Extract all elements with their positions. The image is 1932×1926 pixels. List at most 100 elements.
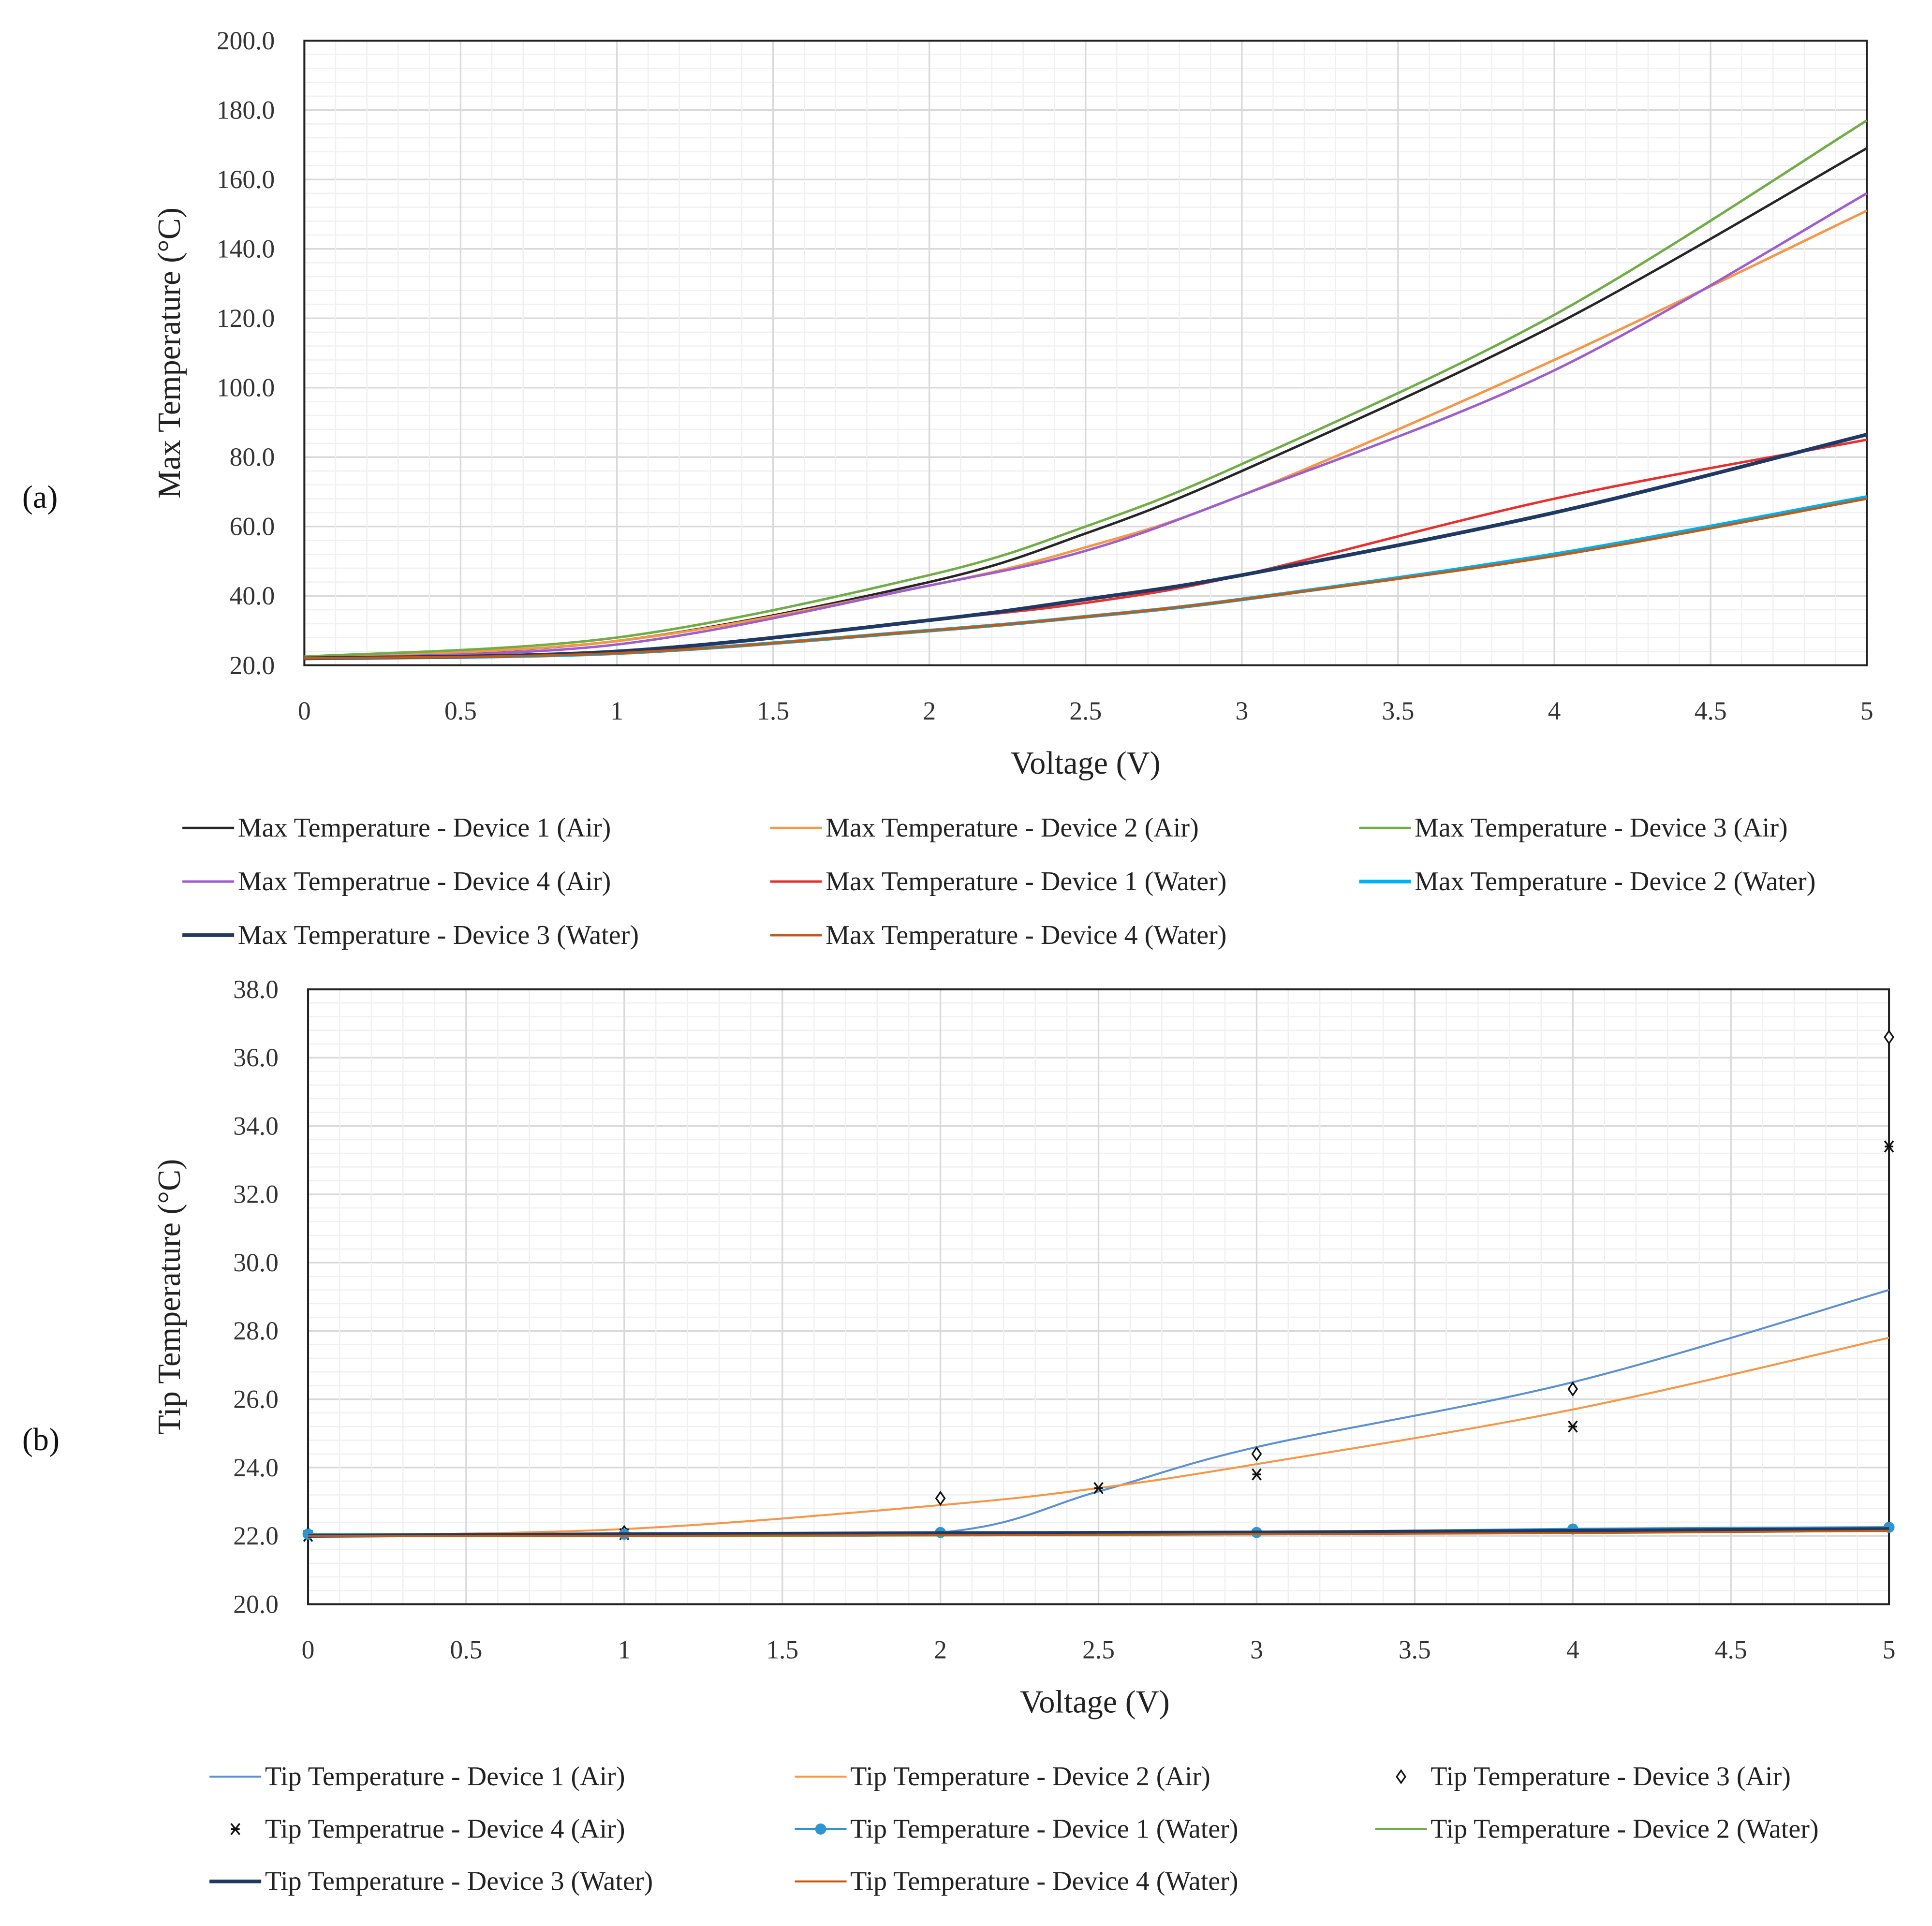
- legend-label: Tip Temperature - Device 1 (Water): [850, 1814, 1238, 1844]
- legend-item: Tip Temperature - Device 2 (Air): [795, 1762, 1210, 1792]
- y-tick-label: 32.0: [233, 1180, 279, 1209]
- chart-b-tip-temperature: 20.0 22.0 24.0 26.0 28.0 30.0 32.0 34.0 36.0 38.0…: [152, 975, 1895, 1897]
- x-tick-label: 1: [610, 696, 623, 725]
- star-marker: [1252, 1468, 1262, 1481]
- y-tick-label: 26.0: [233, 1385, 279, 1414]
- y-tick-label: 22.0: [233, 1521, 279, 1550]
- x-tick-label: 0: [298, 696, 311, 725]
- legend-label: Tip Temperature - Device 3 (Air): [1431, 1762, 1791, 1792]
- legend-label: Max Temperature - Device 3 (Water): [238, 920, 639, 950]
- diamond-marker: [935, 1490, 946, 1506]
- x-tick-label: 4.5: [1715, 1635, 1747, 1664]
- legend-item: Max Temperature - Device 1 (Water): [770, 867, 1226, 897]
- x-tick-label: 4: [1566, 1635, 1579, 1664]
- legend-label: Max Temperatrue - Device 4 (Air): [238, 867, 611, 897]
- legend-item: Tip Temperatrue - Device 4 (Air): [230, 1814, 625, 1844]
- legend-item: Max Temperature - Device 4 (Water): [770, 920, 1226, 950]
- legend-item: Tip Temperature - Device 3 (Water): [209, 1867, 653, 1897]
- series-line: [304, 209, 1868, 660]
- diamond-marker: [1251, 1446, 1262, 1462]
- y-tick-label: 24.0: [233, 1453, 279, 1482]
- series-line: [308, 1527, 1889, 1538]
- x-tick-label: 0: [302, 1635, 315, 1664]
- x-tick-label: 4: [1548, 696, 1561, 725]
- plot-area-border: [307, 988, 1890, 1605]
- legend-label: Tip Temperature - Device 1 (Air): [265, 1762, 625, 1792]
- legend-label: Max Temperature - Device 3 (Air): [1415, 813, 1788, 843]
- diamond-marker: [1567, 1381, 1578, 1397]
- x-tick-label: 3.5: [1399, 1635, 1431, 1664]
- x-tick-label: 0.5: [450, 1635, 482, 1664]
- x-tick-label: 0.5: [444, 696, 477, 725]
- x-tick-label: 3.5: [1382, 696, 1415, 725]
- x-tick-label: 1: [618, 1635, 631, 1664]
- legend-label: Max Temperature - Device 4 (Water): [826, 920, 1226, 950]
- legend-item: Tip Temperature - Device 3 (Air): [1396, 1762, 1791, 1792]
- y-tick-label: 60.0: [230, 512, 275, 541]
- x-axis-title: Voltage (V): [1011, 746, 1161, 781]
- x-tick-label: 1.5: [766, 1635, 798, 1664]
- legend-item: Tip Temperature - Device 2 (Water): [1375, 1814, 1819, 1844]
- series-7: [308, 1527, 1889, 1538]
- series-line: [308, 1529, 1889, 1537]
- legend-label: Tip Temperature - Device 4 (Water): [850, 1867, 1238, 1897]
- y-tick-label: 140.0: [217, 235, 275, 264]
- diamond-marker: [1884, 1029, 1895, 1045]
- series-2: [304, 209, 1868, 660]
- panel-label-a: (a): [22, 480, 58, 515]
- x-axis-title: Voltage (V): [1020, 1685, 1170, 1720]
- series-3: [304, 119, 1868, 658]
- y-axis-title: Max Temperature (°C): [152, 207, 187, 499]
- legend-label: Tip Temperature - Device 3 (Water): [265, 1867, 653, 1897]
- y-tick-label: 120.0: [217, 304, 275, 333]
- series-8: [304, 497, 1867, 660]
- panel-label-b: (b): [22, 1422, 59, 1457]
- series-line: [304, 432, 1868, 661]
- star-marker: [1093, 1482, 1104, 1494]
- y-tick-label: 180.0: [217, 95, 275, 124]
- y-tick-label: 40.0: [230, 581, 275, 610]
- star-marker: [1884, 1140, 1894, 1153]
- series-8: [308, 1529, 1889, 1537]
- legend-item: Max Temperature - Device 1 (Air): [182, 813, 611, 843]
- series-line: [304, 497, 1867, 660]
- y-tick-label: 160.0: [217, 165, 275, 194]
- legend-item: Tip Temperature - Device 4 (Water): [795, 1867, 1239, 1897]
- circle-marker: [815, 1823, 826, 1835]
- y-tick-label: 200.0: [217, 26, 275, 55]
- star-marker: [230, 1823, 240, 1836]
- legend-item: Max Temperature - Device 2 (Water): [1359, 867, 1815, 897]
- legend-item: Tip Temperature - Device 1 (Water): [795, 1814, 1239, 1844]
- x-tick-label: 3: [1250, 1635, 1263, 1664]
- diamond-marker: [1396, 1769, 1407, 1784]
- x-tick-label: 2: [934, 1635, 947, 1664]
- legend-label: Max Temperature - Device 2 (Water): [1415, 867, 1815, 897]
- x-tick-label: 2: [923, 696, 936, 725]
- y-tick-label: 38.0: [233, 975, 279, 1004]
- x-tick-label: 5: [1883, 1635, 1896, 1664]
- series-4: [304, 192, 1868, 660]
- legend-label: Max Temperature - Device 1 (Air): [238, 813, 611, 843]
- x-tick-label: 4.5: [1695, 696, 1727, 725]
- legend-item: Max Temperature - Device 3 (Water): [182, 920, 639, 950]
- y-tick-label: 20.0: [230, 651, 275, 680]
- x-tick-label: 5: [1860, 696, 1873, 725]
- series-7: [304, 432, 1868, 661]
- chart-a-max-temperature: 20.0 40.0 60.0 80.0 100.0 120.0 140.0 160.0 180.…: [152, 26, 1873, 950]
- legend-label: Max Temperature - Device 2 (Air): [826, 813, 1199, 843]
- x-tick-label: 2.5: [1069, 696, 1102, 725]
- y-tick-label: 28.0: [233, 1316, 279, 1345]
- y-tick-label: 34.0: [233, 1111, 279, 1140]
- y-tick-label: 100.0: [217, 373, 275, 402]
- legend-item: Max Temperature - Device 2 (Air): [770, 813, 1199, 843]
- x-tick-label: 2.5: [1082, 1635, 1115, 1664]
- legend-label: Max Temperature - Device 1 (Water): [826, 867, 1226, 897]
- y-axis-title: Tip Temperature (°C): [152, 1159, 187, 1435]
- legend-label: Tip Temperature - Device 2 (Water): [1431, 1814, 1818, 1844]
- legend-label: Tip Temperature - Device 2 (Air): [850, 1762, 1210, 1792]
- y-tick-label: 36.0: [233, 1043, 279, 1072]
- series-line: [304, 192, 1868, 660]
- y-tick-label: 30.0: [233, 1248, 279, 1277]
